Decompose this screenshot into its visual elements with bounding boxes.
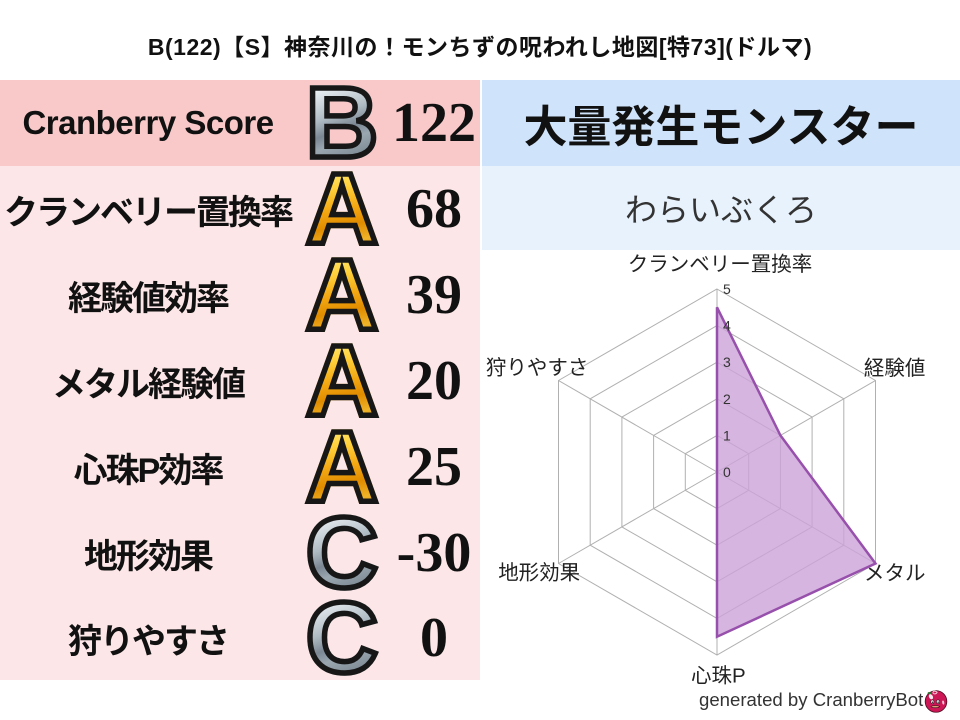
svg-text:1: 1 [723, 427, 731, 443]
svg-text:2: 2 [723, 391, 731, 407]
svg-text:経験値: 経験値 [864, 357, 926, 380]
svg-text:地形効果: 地形効果 [498, 562, 580, 585]
svg-text:3: 3 [723, 354, 731, 370]
svg-text:5: 5 [723, 281, 731, 297]
svg-text:狩りやすさ: 狩りやすさ [486, 357, 589, 380]
svg-text:0: 0 [723, 464, 731, 480]
svg-text:メタル: メタル [864, 562, 926, 585]
svg-text:クランベリー置換率: クランベリー置換率 [628, 253, 813, 276]
svg-text:心珠P: 心珠P [691, 665, 746, 688]
svg-text:4: 4 [723, 318, 731, 334]
